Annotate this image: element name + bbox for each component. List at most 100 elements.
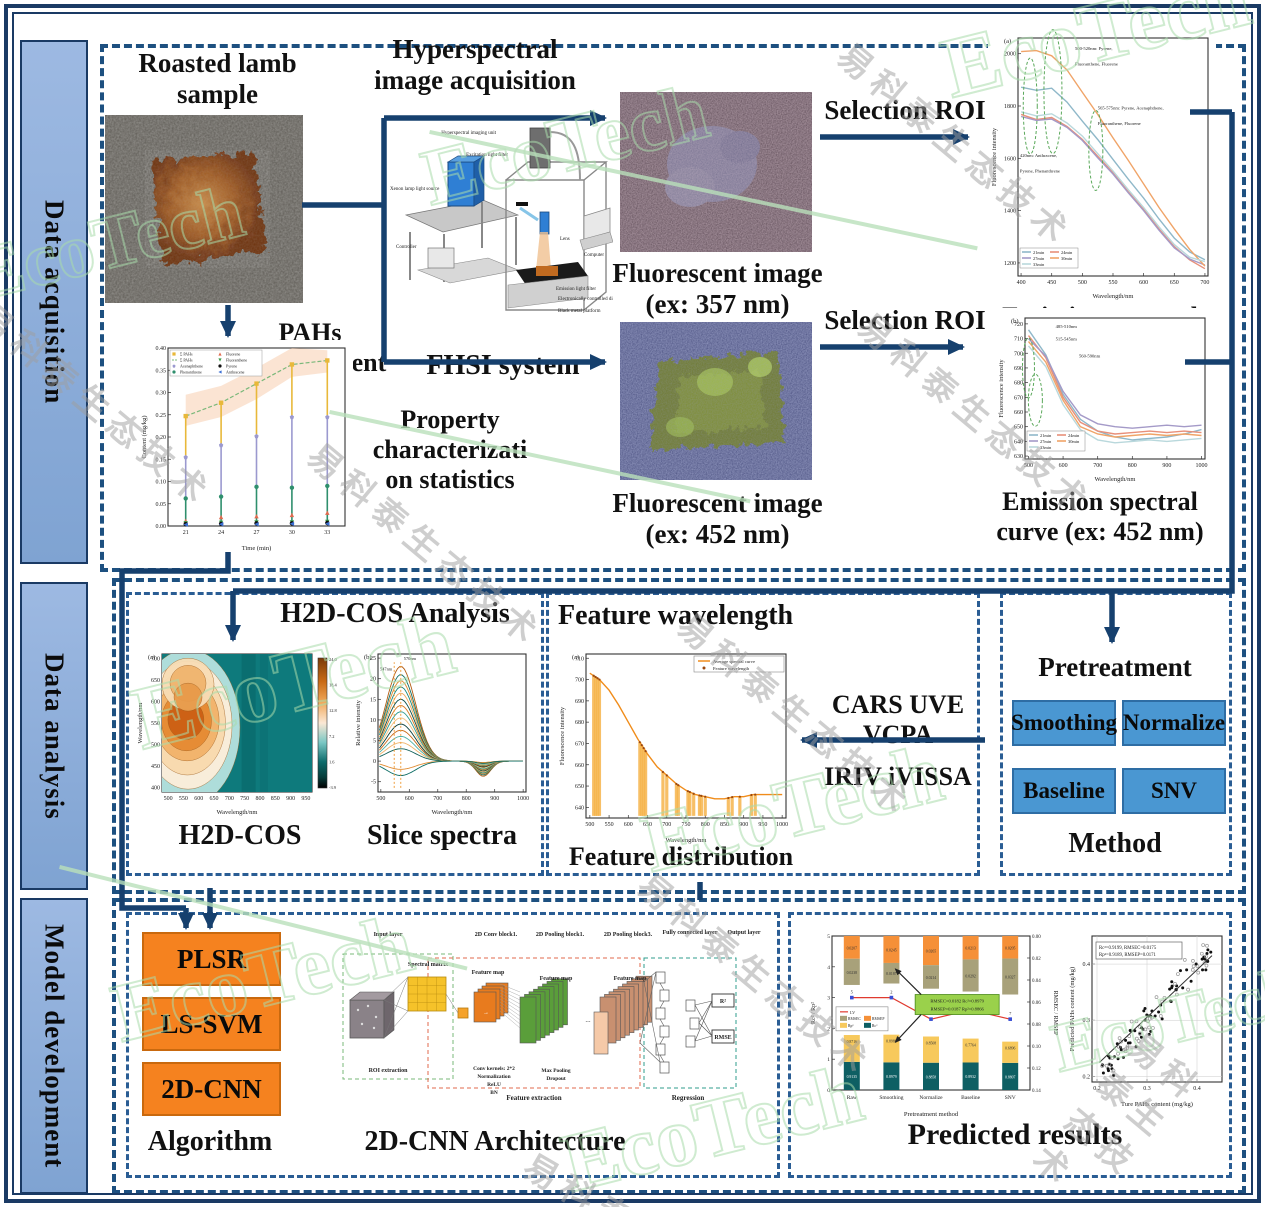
cnn-label: Spectral matrix — [408, 962, 448, 968]
cnn-label: Regression — [672, 1094, 705, 1102]
fhsi-part-label: Black metal platform — [558, 309, 601, 314]
svg-text:550: 550 — [1109, 280, 1118, 286]
svg-text:0.4: 0.4 — [1193, 1086, 1201, 1092]
fhsi-part-label: Excitation light filter — [466, 153, 508, 158]
svg-text:800: 800 — [701, 822, 710, 828]
svg-text:0.0213: 0.0213 — [965, 947, 976, 951]
svg-text:0: 0 — [373, 759, 376, 765]
svg-text:0.04: 0.04 — [1032, 979, 1041, 984]
svg-text:640: 640 — [575, 805, 584, 811]
fhsi-system-label: FHSI system — [426, 350, 580, 381]
svg-text:SNV: SNV — [1005, 1095, 1016, 1101]
hyperspectral-title: Hyperspectral image acquisition — [374, 34, 576, 96]
svg-text:500: 500 — [376, 796, 385, 802]
svg-text:30min: 30min — [1068, 439, 1080, 444]
svg-text:Σ PAHs: Σ PAHs — [180, 358, 193, 363]
svg-text:0.9135: 0.9135 — [847, 1075, 858, 1079]
cnn-label: 2D Pooling block3. — [604, 932, 653, 938]
svg-text:450: 450 — [151, 764, 160, 770]
cnn-label: ROI extraction — [369, 1068, 408, 1074]
svg-text:0.20: 0.20 — [156, 435, 167, 441]
button-smoothing: Smoothing — [1011, 700, 1117, 746]
cnn-label: R² — [720, 999, 726, 1005]
svg-text:1.6: 1.6 — [329, 759, 335, 764]
svg-text:30min: 30min — [1061, 256, 1073, 261]
svg-text:0.3: 0.3 — [1083, 1018, 1091, 1024]
svg-text:450: 450 — [1047, 280, 1056, 286]
svg-text:RMSEP: RMSEP — [872, 1017, 884, 1021]
svg-text:Σ PAHs: Σ PAHs — [180, 352, 193, 357]
methods-cars-uve-vcpa: CARS UVE VCPA — [831, 690, 965, 749]
slice-spectra-label: Slice spectra — [366, 820, 518, 851]
svg-text:1: 1 — [827, 1057, 830, 1063]
svg-text:Anthracene: Anthracene — [226, 370, 245, 375]
svg-text:0.14: 0.14 — [1032, 1089, 1041, 1094]
emission-spectral-chart-357: 400 450 500 550 600 650 700 1200 1400 1600 1800 200… — [988, 28, 1216, 300]
svg-text:Acenaphthene: Acenaphthene — [180, 364, 203, 369]
svg-text:21min: 21min — [1040, 433, 1052, 438]
fhsi-part-label: Controller — [396, 245, 417, 250]
button-baseline: Baseline — [1012, 768, 1116, 814]
feature-distribution-label: Feature distribution — [568, 842, 794, 871]
svg-text:Time (min): Time (min) — [242, 545, 272, 552]
sidebar-label: Data acquisition — [39, 199, 70, 405]
svg-text:0.2: 0.2 — [1083, 1074, 1091, 1080]
algorithm-label: Algorithm — [147, 1126, 273, 1157]
svg-text:0.8807: 0.8807 — [1005, 1075, 1016, 1079]
svg-text:0.0214: 0.0214 — [926, 976, 937, 980]
svg-text:900: 900 — [286, 796, 295, 802]
fluorescent-452-label: Fluorescent image (ex: 452 nm) — [612, 488, 823, 550]
pretreatment-results-bar-chart: 0 1 2 3 4 5 0.00 0.02 0.04 0.06 0.08 0.10 0.12 0.14 Pr… — [808, 928, 1058, 1120]
section-model-development — [112, 898, 1246, 1194]
button-normalize: Normalize — [1122, 700, 1226, 746]
svg-text:27min: 27min — [1033, 256, 1045, 261]
methods-iriv-ivissa: IRIV iVISSA — [824, 762, 972, 791]
fhsi-part-label: Lens — [560, 237, 570, 242]
svg-text:27min: 27min — [1040, 439, 1052, 444]
svg-text:900: 900 — [739, 822, 748, 828]
svg-text:Wavelength/nm: Wavelength/nm — [1093, 293, 1134, 300]
svg-text:RMSEC=0.0182 Rc²=0.8979: RMSEC=0.0182 Rc²=0.8979 — [930, 999, 984, 1004]
svg-text:33min: 33min — [1040, 445, 1052, 450]
sidebar-label: Data analysis — [39, 652, 70, 820]
svg-text:24min: 24min — [1061, 250, 1073, 255]
svg-text:0.6896: 0.6896 — [1005, 1047, 1016, 1051]
svg-text:0.8716: 0.8716 — [847, 1040, 858, 1044]
svg-text:700: 700 — [433, 796, 442, 802]
svg-text:Wavelength/nm: Wavelength/nm — [137, 703, 144, 744]
svg-text:700: 700 — [1200, 280, 1209, 286]
svg-text:0.8932: 0.8932 — [965, 1075, 976, 1079]
svg-text:Fluorescence intensity: Fluorescence intensity — [998, 359, 1005, 418]
svg-text:800: 800 — [462, 796, 471, 802]
svg-text:7.2: 7.2 — [329, 734, 335, 739]
svg-text:0.4: 0.4 — [1083, 962, 1091, 968]
sidebar-data-analysis: Data analysis — [20, 582, 88, 890]
fhsi-system-illustration: Hyperspectral imaging unit Excitation lig… — [390, 127, 613, 314]
svg-text:0.7764: 0.7764 — [965, 1044, 976, 1048]
svg-text:0.15: 0.15 — [156, 457, 167, 463]
sample-title: Roasted lamb sample — [138, 48, 297, 110]
svg-text:0.0265: 0.0265 — [926, 950, 937, 954]
svg-text:0.05: 0.05 — [156, 502, 167, 508]
fhsi-part-label: Xenon lamp light source — [390, 187, 440, 192]
svg-text:0.30: 0.30 — [156, 391, 167, 397]
svg-text:Baseline: Baseline — [961, 1095, 980, 1101]
cnn-label: 2D Conv block1. — [475, 932, 518, 938]
pahs-content-chart: 21 24 27 30 33 0.00 0.05 0.10 0.15 0.20 0.25 0.30 0.… — [138, 340, 353, 552]
svg-text:485-510nm: 485-510nm — [1056, 324, 1078, 329]
svg-text:Rp²: Rp² — [848, 1024, 854, 1028]
svg-text:560-590nm: 560-590nm — [1079, 353, 1101, 358]
svg-text:0.8858: 0.8858 — [926, 1075, 937, 1079]
svg-text:-5: -5 — [371, 780, 376, 786]
svg-text:950: 950 — [301, 796, 310, 802]
svg-text:0.00: 0.00 — [1032, 935, 1041, 940]
svg-text:850: 850 — [720, 822, 729, 828]
svg-text:650: 650 — [1014, 425, 1023, 431]
cnn-label: BN — [490, 1090, 498, 1096]
cnn-label: Output layer — [727, 930, 761, 936]
svg-text:→: → — [483, 1010, 489, 1016]
prediction-scatter-plot: 0.2 0.3 0.4 0.2 0.3 0.4 Ture PAHs content (mg/… — [1066, 928, 1228, 1108]
svg-text:2: 2 — [827, 1026, 830, 1032]
svg-text:Feature wavelength: Feature wavelength — [713, 666, 750, 671]
svg-text:650: 650 — [151, 678, 160, 684]
